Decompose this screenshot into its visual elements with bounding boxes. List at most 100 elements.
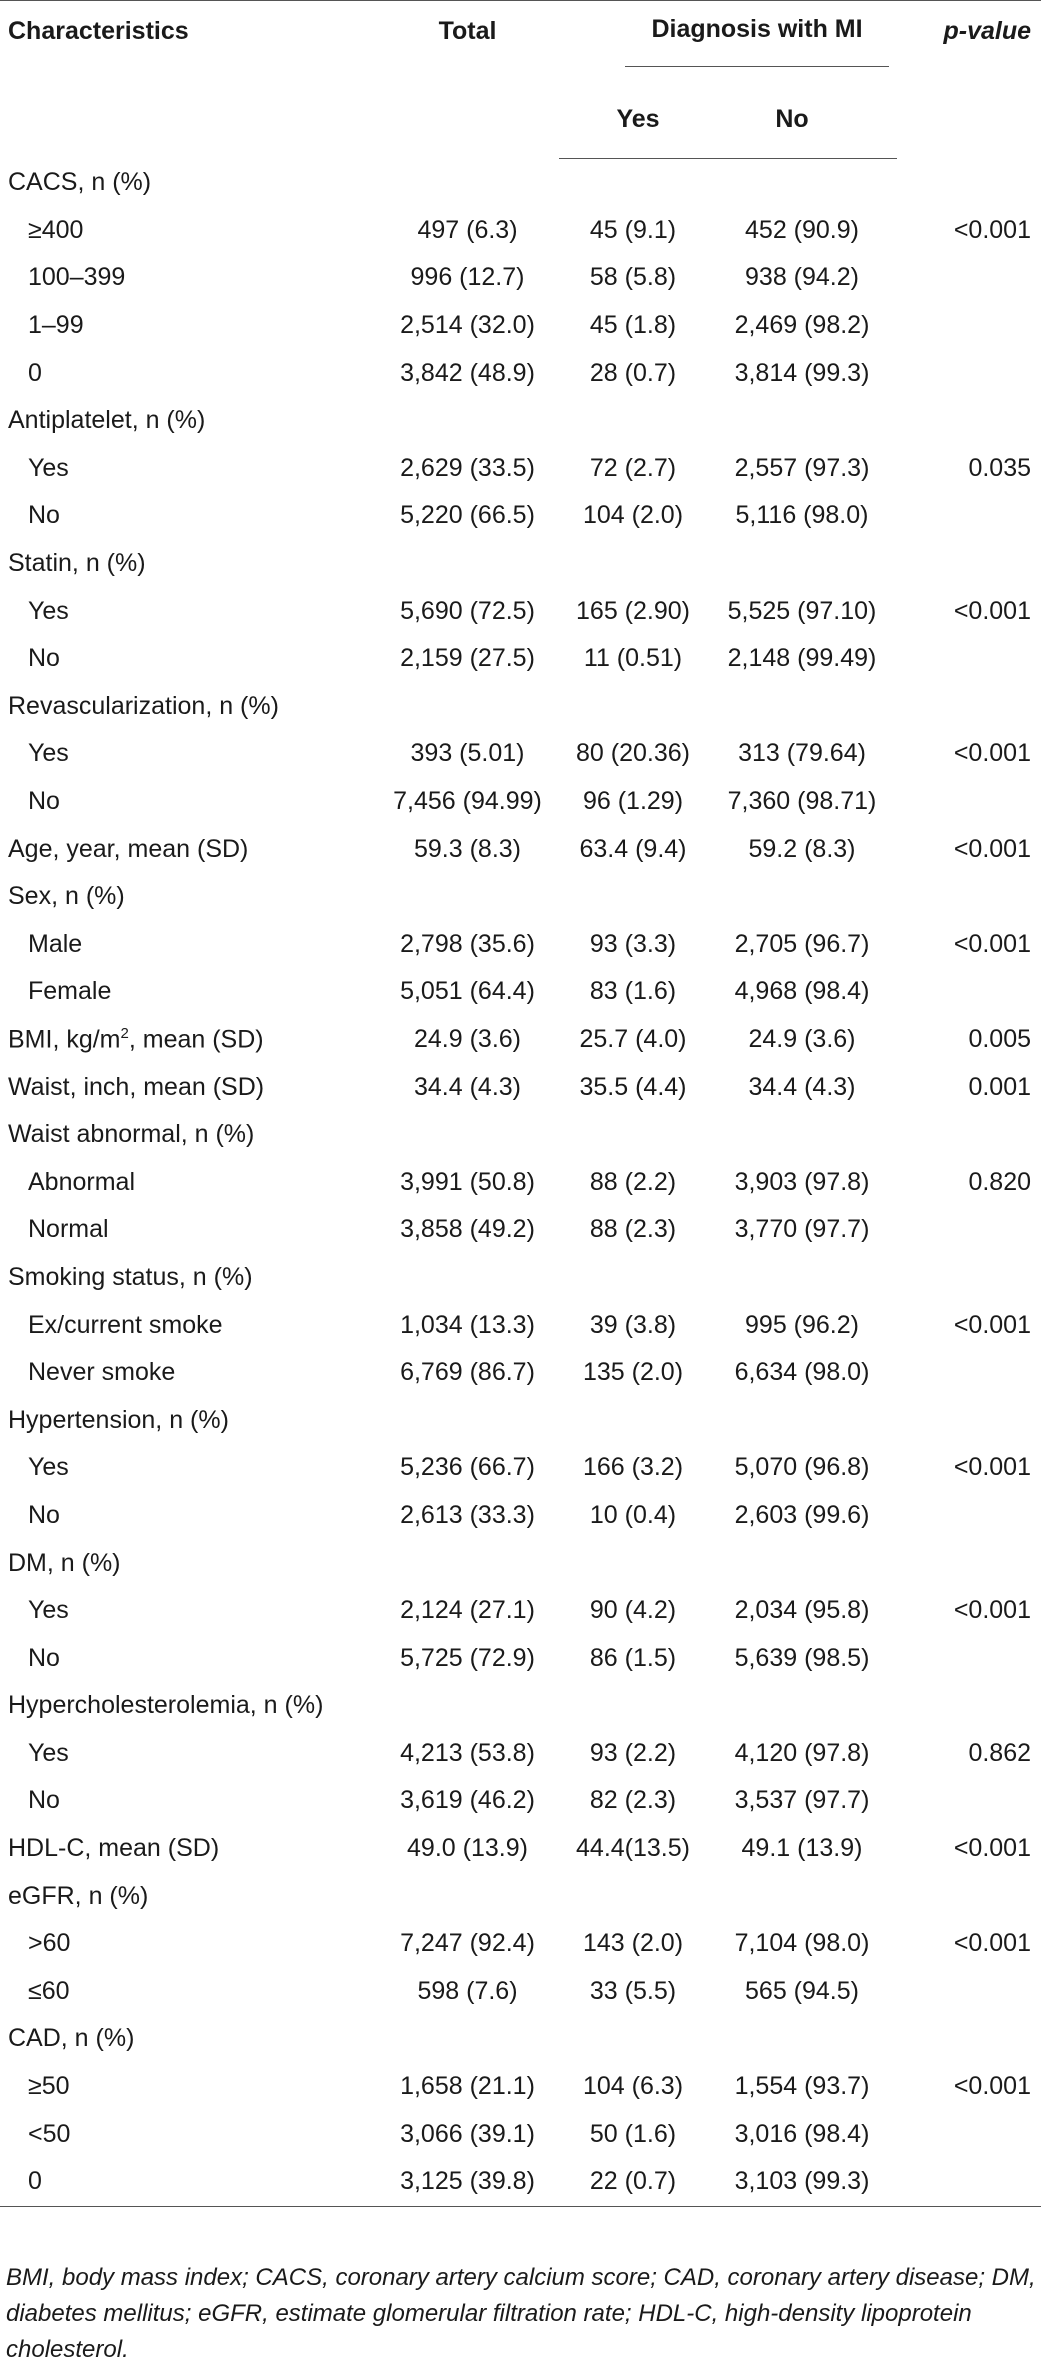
group-row: Sex, n (%)	[0, 873, 1041, 921]
row-label-text: Male	[28, 929, 83, 958]
cell-pvalue	[897, 492, 1041, 540]
cell-mi-no: 3,814 (99.3)	[734, 358, 870, 387]
cell-total: 3,991 (50.8)	[400, 1167, 535, 1196]
cell-total: 5,236 (66.7)	[400, 1453, 535, 1482]
cell-mi-yes: 45 (9.1)	[589, 215, 677, 244]
table-body: CACS, n (%) ≥400 497 (6.3) 45 (9.1) 452 (90.…	[0, 159, 1041, 2207]
table-row: Age, year, mean (SD) 59.3 (8.3) 63.4 (9.4)…	[0, 825, 1041, 873]
cell-mi-yes	[559, 1396, 707, 1444]
cell-mi-no	[707, 873, 897, 921]
cell-pvalue	[897, 1111, 1041, 1159]
cell-mi-yes: 44.4(13.5)	[576, 1834, 690, 1863]
cell-total: 5,051 (64.4)	[400, 977, 535, 1006]
row-label-text: ≤60	[28, 1976, 70, 2005]
row-label-text: ≥400	[28, 215, 84, 244]
cell-total	[376, 873, 559, 921]
cell-mi-yes: 63.4 (9.4)	[579, 834, 687, 863]
cell-pvalue	[897, 1872, 1041, 1920]
cell-mi-no: 4,120 (97.8)	[734, 1738, 870, 1767]
table-row: 100–399 996 (12.7) 58 (5.8) 938 (94.2)	[0, 254, 1041, 302]
cell-mi-yes: 88 (2.3)	[589, 1215, 677, 1244]
row-label-text: <50	[28, 2119, 71, 2148]
row-label-text: Hypertension, n (%)	[8, 1405, 229, 1434]
cell-pvalue	[897, 159, 1041, 207]
cell-mi-yes: 96 (1.29)	[582, 787, 684, 816]
table-row: No 3,619 (46.2) 82 (2.3) 3,537 (97.7)	[0, 1777, 1041, 1825]
cell-mi-no: 2,557 (97.3)	[734, 453, 870, 482]
cell-mi-yes: 93 (2.2)	[589, 1738, 677, 1767]
cell-mi-yes: 25.7 (4.0)	[579, 1024, 687, 1053]
cell-mi-no: 2,603 (99.6)	[734, 1500, 870, 1529]
table-row: 1–99 2,514 (32.0) 45 (1.8) 2,469 (98.2)	[0, 302, 1041, 350]
table-row: No 5,725 (72.9) 86 (1.5) 5,639 (98.5)	[0, 1634, 1041, 1682]
row-label-text: Normal	[28, 1215, 109, 1244]
row-label-text: Yes	[28, 1738, 69, 1767]
cell-mi-no: 59.2 (8.3)	[748, 834, 856, 863]
group-row: Antiplatelet, n (%)	[0, 397, 1041, 445]
cell-total: 2,124 (27.1)	[400, 1596, 535, 1625]
cell-mi-no: 34.4 (4.3)	[748, 1072, 856, 1101]
cell-mi-no: 7,360 (98.71)	[727, 787, 877, 816]
row-label: eGFR, n (%)	[0, 1872, 376, 1920]
cell-mi-yes	[559, 873, 707, 921]
cell-mi-yes: 10 (0.4)	[589, 1500, 677, 1529]
row-label: Male	[0, 921, 376, 969]
cell-total: 59.3 (8.3)	[413, 834, 521, 863]
cell-pvalue: 0.005	[968, 1024, 1031, 1053]
cell-pvalue	[897, 1682, 1041, 1730]
cell-mi-yes: 33 (5.5)	[589, 1976, 677, 2005]
row-label-text: Waist abnormal, n (%)	[8, 1120, 255, 1149]
cell-total: 5,725 (72.9)	[400, 1643, 535, 1672]
cell-mi-yes	[559, 2015, 707, 2063]
cell-total	[376, 1396, 559, 1444]
table-row: ≤60 598 (7.6) 33 (5.5) 565 (94.5)	[0, 1968, 1041, 2016]
cell-total: 1,658 (21.1)	[400, 2072, 535, 2101]
table-row: HDL-C, mean (SD) 49.0 (13.9) 44.4(13.5) 49.…	[0, 1825, 1041, 1873]
cell-total: 1,034 (13.3)	[400, 1310, 535, 1339]
cell-mi-yes: 90 (4.2)	[589, 1596, 677, 1625]
cell-mi-yes: 72 (2.7)	[589, 453, 677, 482]
row-label-text: 0	[28, 2167, 42, 2196]
cell-mi-yes	[559, 397, 707, 445]
cell-total: 3,619 (46.2)	[400, 1786, 535, 1815]
row-label: 1–99	[0, 302, 376, 350]
cell-mi-yes: 82 (2.3)	[589, 1786, 677, 1815]
cell-pvalue	[897, 254, 1041, 302]
cell-pvalue	[897, 2157, 1041, 2207]
cell-mi-yes: 22 (0.7)	[559, 2157, 707, 2207]
row-label-suffix: , mean (SD)	[128, 1025, 264, 1054]
row-label: CAD, n (%)	[0, 2015, 376, 2063]
cell-pvalue: <0.001	[953, 2072, 1031, 2101]
cell-mi-yes	[559, 683, 707, 731]
row-label: 100–399	[0, 254, 376, 302]
cell-pvalue: 0.035	[968, 453, 1031, 482]
cell-pvalue: <0.001	[953, 1834, 1031, 1863]
row-label-text: HDL-C, mean (SD)	[8, 1834, 220, 1863]
cell-mi-no: 2,469 (98.2)	[734, 311, 870, 340]
cell-total: 598 (7.6)	[417, 1976, 518, 2005]
row-label-text: No	[28, 1786, 60, 1815]
row-label-text: Female	[28, 977, 112, 1006]
group-row: Waist abnormal, n (%)	[0, 1111, 1041, 1159]
cell-mi-yes: 58 (5.8)	[589, 263, 677, 292]
cell-total	[376, 2015, 559, 2063]
characteristics-table: Characteristics Total Diagnosis with MI …	[0, 0, 1041, 2207]
table-row: Yes 2,629 (33.5) 72 (2.7) 2,557 (97.3) 0.035	[0, 445, 1041, 493]
cell-total	[376, 397, 559, 445]
cell-total: 3,066 (39.1)	[400, 2119, 535, 2148]
cell-pvalue	[897, 1492, 1041, 1540]
cell-pvalue	[897, 1539, 1041, 1587]
cell-pvalue	[897, 873, 1041, 921]
cell-pvalue: <0.001	[953, 834, 1031, 863]
row-label-text: No	[28, 1500, 60, 1529]
table-row: Female 5,051 (64.4) 83 (1.6) 4,968 (98.4)	[0, 968, 1041, 1016]
row-label: <50	[0, 2110, 376, 2158]
table-row: Yes 5,236 (66.7) 166 (3.2) 5,070 (96.8) <0.0…	[0, 1444, 1041, 1492]
row-label: >60	[0, 1920, 376, 1968]
row-label: Yes	[0, 1444, 376, 1492]
row-label: ≥400	[0, 207, 376, 255]
cell-mi-yes: 104 (6.3)	[582, 2072, 684, 2101]
cell-mi-yes: 11 (0.51)	[583, 644, 683, 673]
group-row: Hypertension, n (%)	[0, 1396, 1041, 1444]
